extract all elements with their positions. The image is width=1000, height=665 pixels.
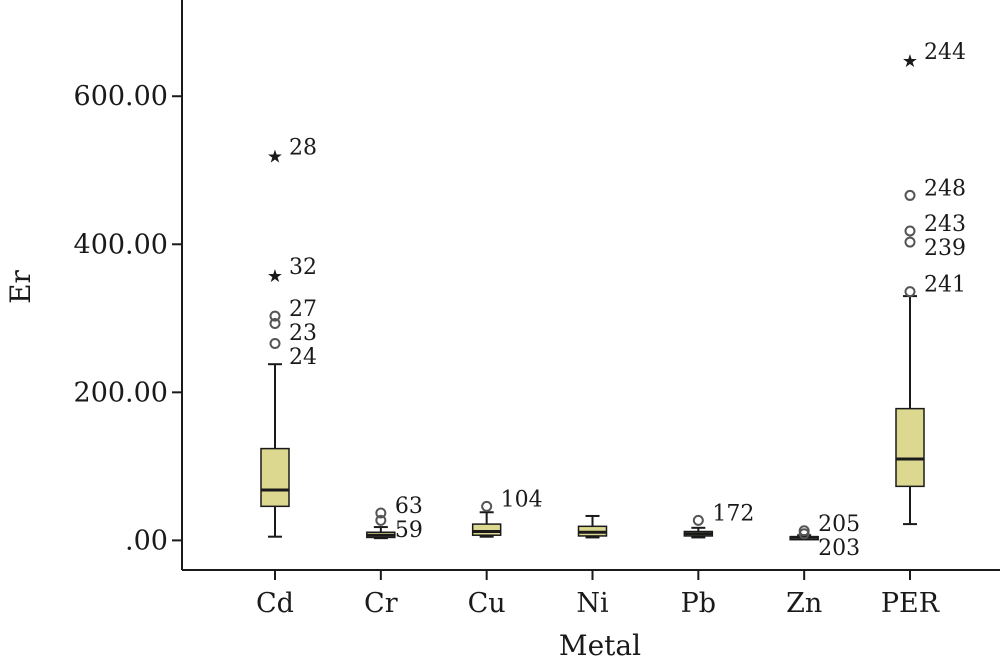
x-tick-label: Cr	[364, 588, 398, 619]
outlier-circle	[798, 528, 810, 540]
iqr-box	[260, 447, 290, 508]
x-tick-label: Pb	[681, 588, 716, 619]
x-tick-label: Cd	[256, 588, 294, 619]
outlier-circle	[481, 500, 493, 512]
y-tick-label: .00	[125, 525, 168, 556]
x-tick-label: Cu	[468, 588, 506, 619]
axes	[181, 0, 1000, 571]
outlier-circle	[904, 236, 916, 248]
outlier-circle	[904, 225, 916, 237]
outlier-label: 32	[289, 255, 317, 280]
y-axis-title: Er	[4, 269, 37, 303]
outlier-circle	[269, 310, 281, 322]
outlier-circle	[375, 507, 387, 519]
x-tick-label: PER	[881, 588, 940, 619]
outlier-label: 248	[924, 176, 966, 201]
outlier-label: 59	[395, 518, 423, 543]
outlier-label: 24	[289, 345, 317, 370]
outlier-circle	[904, 286, 916, 298]
x-axis-title: Metal	[559, 629, 641, 662]
outlier-circle	[269, 317, 281, 329]
outlier-circle	[904, 189, 916, 201]
x-tick-label: Ni	[576, 588, 609, 619]
y-tick-label: 200.00	[74, 377, 168, 408]
y-ticks: .00 200.00 400.00 600.00	[74, 81, 182, 556]
box-pb: 172	[683, 501, 754, 539]
iqr-box	[895, 407, 925, 488]
outlier-label: 63	[395, 494, 423, 519]
y-tick-label: 400.00	[74, 229, 168, 260]
outlier-circle	[375, 514, 387, 526]
outlier-label: 23	[289, 321, 317, 346]
outlier-label: 27	[289, 297, 317, 322]
x-tick-label: Zn	[786, 588, 822, 619]
outlier-label: 28	[289, 136, 317, 161]
iqr-box	[471, 523, 502, 536]
outlier-label: 205	[818, 512, 860, 537]
y-tick-label: 600.00	[74, 81, 168, 112]
outlier-star: ★	[267, 147, 283, 168]
outlier-star: ★	[902, 51, 918, 72]
outlier-circle	[269, 337, 281, 349]
x-ticks: Cd Cr Cu Ni Pb Zn PER	[256, 570, 940, 619]
outlier-label: 239	[924, 236, 966, 261]
outlier-star: ★	[267, 266, 283, 287]
outlier-circle	[692, 514, 704, 526]
box-ni	[577, 514, 608, 539]
outlier-label: 244	[924, 40, 966, 65]
outlier-label: 203	[818, 536, 860, 561]
outlier-label: 172	[712, 501, 754, 526]
outlier-label: 243	[924, 212, 966, 237]
outlier-label: 104	[501, 487, 543, 512]
box-cu: 104	[471, 487, 543, 538]
outlier-label: 241	[924, 273, 966, 298]
